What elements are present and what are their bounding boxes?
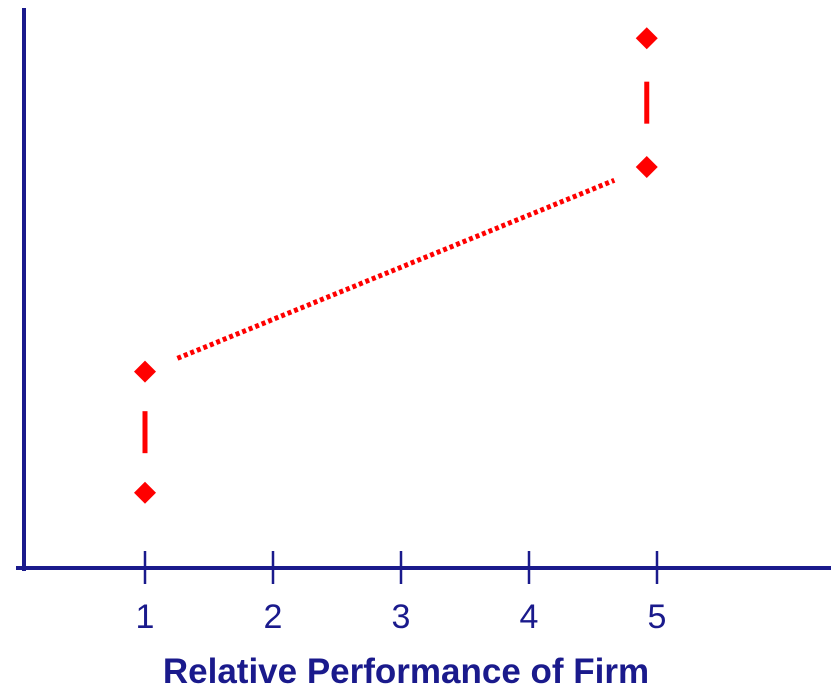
data-point bbox=[635, 27, 658, 50]
x-tick-label: 2 bbox=[264, 598, 283, 636]
x-tick-label: 3 bbox=[392, 598, 411, 636]
data-point bbox=[134, 481, 156, 504]
dotted-connector bbox=[176, 177, 616, 361]
x-axis-title: Relative Performance of Firm bbox=[163, 652, 649, 691]
x-tick-label: 5 bbox=[648, 598, 667, 636]
x-ticks: 1 2 3 4 5 bbox=[136, 551, 667, 636]
data-points bbox=[134, 27, 658, 504]
data-point bbox=[635, 156, 658, 179]
data-point bbox=[134, 360, 156, 383]
connectors bbox=[142, 81, 650, 454]
axes bbox=[16, 8, 831, 571]
x-tick-label: 1 bbox=[136, 598, 155, 636]
x-tick-label: 4 bbox=[520, 598, 539, 636]
